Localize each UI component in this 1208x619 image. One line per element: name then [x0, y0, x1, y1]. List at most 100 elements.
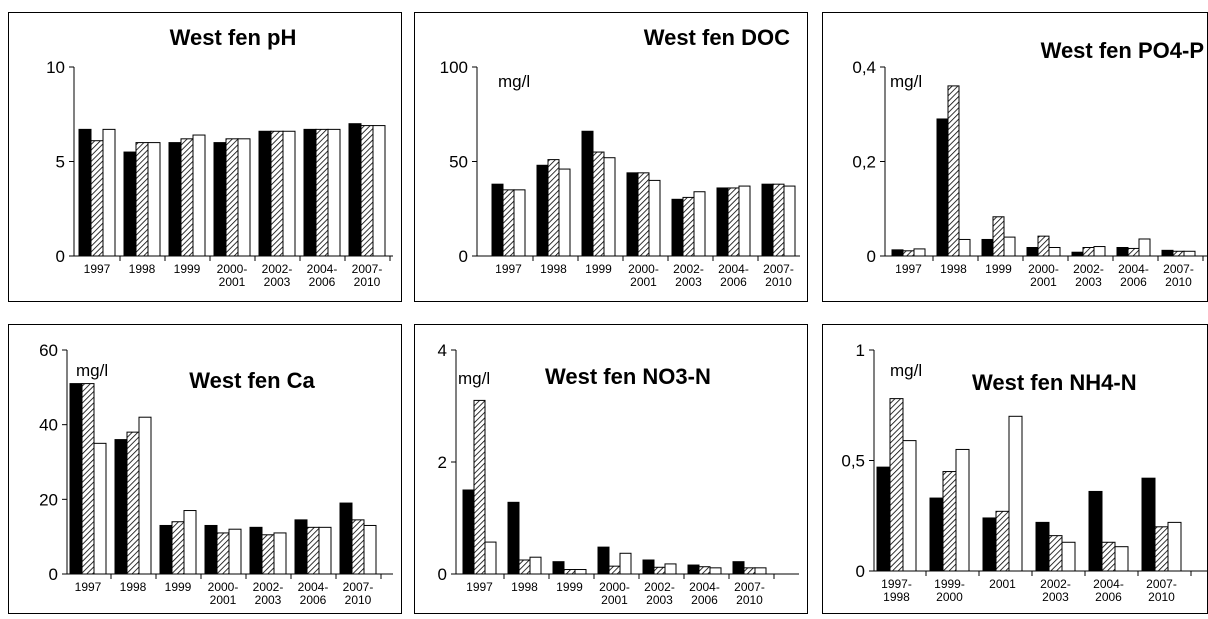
unit-label: mg/l [890, 361, 922, 380]
x-tick-label: 2006 [300, 593, 327, 607]
x-tick-label: 2010 [354, 275, 381, 289]
x-tick-label: 2010 [765, 275, 792, 289]
bar-1997-series-3 [513, 189, 526, 257]
x-tick-label: 1999 [556, 580, 583, 594]
bar-1999-2000-series-3 [955, 448, 970, 572]
x-tick-label: 2004- [298, 580, 329, 594]
bar-2002-2003-series-3 [664, 563, 677, 575]
bar-1998-series-2 [126, 431, 140, 575]
bar-1997-series-1 [491, 183, 504, 257]
chart-panel-3: 0 0,2 0,4 1997 1998 1999 2000- 2001 2002- 2003 200… [822, 12, 1208, 302]
bar-2000-2001-series-3 [648, 179, 661, 257]
bar-2000-2001-series-3 [228, 528, 242, 575]
bar-2004-2006-series-3 [1138, 238, 1151, 257]
bar-2007-2010-series-2 [772, 183, 785, 257]
bar-2004-2006-series-3 [327, 128, 341, 257]
bar-2007-2010-series-1 [339, 502, 353, 575]
bar-2000-2001-series-3 [1048, 246, 1061, 257]
y-tick-label-2: 1 [856, 341, 865, 360]
bar-2002-2003-series-2 [653, 566, 666, 575]
chart-title: West fen NO3-N [545, 364, 711, 389]
chart-frame [8, 12, 402, 302]
y-tick-label-0: 0 [867, 247, 876, 266]
bar-1998-series-2 [135, 142, 149, 257]
x-tick-label: 2000- [208, 580, 239, 594]
y-tick-label-1: 0,5 [841, 452, 865, 471]
x-tick-label: 2007- [763, 262, 794, 276]
bar-1999-series-1 [981, 238, 994, 257]
chart-svg-4: 0 20 40 60 1997 1998 1999 2000-2001 2002-2003 200… [8, 324, 402, 614]
x-tick-label: 2010 [345, 593, 372, 607]
bar-2007-2010-series-3 [363, 524, 377, 575]
x-tick-label: 1997- [881, 577, 912, 591]
bar-2002-2003-series-2 [1082, 246, 1095, 257]
bar-2001-series-3 [1008, 415, 1023, 572]
bar-1997-1998-series-1 [876, 466, 891, 572]
chart-title: West fen DOC [644, 25, 790, 50]
x-tick-label: 2004- [1093, 577, 1124, 591]
bar-2002-2003-series-1 [258, 130, 272, 257]
bar-2004-2006-series-3 [709, 567, 722, 575]
x-tick-label: 2000- [628, 262, 659, 276]
bar-2004-2006-series-2 [698, 566, 711, 575]
y-tick-label-2: 100 [440, 58, 468, 77]
bar-1997-series-1 [462, 489, 475, 575]
chart-frame [414, 324, 808, 614]
x-tick-label: 2004- [1118, 262, 1149, 276]
bar-1998-series-3 [529, 556, 542, 575]
bar-2002-2003-series-1 [1071, 251, 1084, 257]
x-tick-label: 1999 [165, 580, 192, 594]
x-tick-label: 1998 [883, 590, 910, 604]
bar-2000-2001-series-2 [225, 138, 239, 257]
x-tick-label: 1999- [934, 577, 965, 591]
bar-2002-2003-series-2 [1048, 535, 1063, 572]
bar-1997-series-3 [93, 442, 107, 575]
y-tick-label-1: 20 [39, 490, 58, 509]
bar-2000-2001-series-1 [204, 524, 218, 575]
bar-1997-series-3 [913, 248, 926, 257]
chart-panel-2: 0 50 100 1997 1998 1999 2000- 2001 2002- 2003 2004… [414, 12, 808, 302]
chart-svg-3: 0 0,2 0,4 1997 1998 1999 2000-2001 2002-2003 200… [822, 12, 1208, 302]
bar-2002-2003-series-3 [693, 191, 706, 257]
bar-2002-2003-series-2 [261, 534, 275, 575]
bar-1997-1998-series-2 [889, 398, 904, 572]
bar-2000-2001-series-2 [637, 172, 650, 257]
bar-1997-1998-series-3 [902, 440, 917, 572]
chart-title: West fen PO4-P [1041, 38, 1204, 63]
y-tick-label-0: 0 [49, 565, 58, 584]
bar-2007-2010-series-2 [743, 567, 756, 575]
y-tick-label-0: 0 [438, 565, 447, 584]
x-tick-label: 1999 [585, 262, 612, 276]
y-tick-label-2: 40 [39, 416, 58, 435]
bar-1997-series-2 [90, 140, 104, 257]
bar-2004-2006-series-2 [1101, 541, 1116, 572]
x-tick-label: 1999 [985, 262, 1012, 276]
y-tick-label-2: 10 [46, 58, 65, 77]
bar-1998-series-2 [547, 159, 560, 257]
chart-title: West fen Ca [189, 368, 315, 393]
y-tick-label-2: 0,4 [852, 58, 876, 77]
bar-2007-2010-series-3 [372, 125, 386, 257]
x-tick-label: 2001 [1030, 275, 1057, 289]
x-tick-label: 2003 [255, 593, 282, 607]
y-tick-label-0: 0 [856, 562, 865, 581]
bar-1999-series-2 [992, 216, 1005, 257]
x-tick-label: 2003 [675, 275, 702, 289]
bar-2007-2010-series-3 [754, 567, 767, 575]
x-tick-label: 1998 [120, 580, 147, 594]
bar-2004-2006-series-1 [1088, 490, 1103, 572]
bar-1997-series-1 [69, 383, 83, 575]
bar-1999-2000-series-1 [929, 497, 944, 572]
bar-1999-series-2 [563, 569, 576, 575]
y-tick-label-0: 0 [459, 247, 468, 266]
bar-2002-2003-series-3 [273, 532, 287, 575]
x-tick-label: 2000 [936, 590, 963, 604]
bar-1998-series-3 [958, 238, 971, 257]
x-tick-label: 1998 [511, 580, 538, 594]
bar-1999-2000-series-2 [942, 471, 957, 572]
unit-label: mg/l [458, 369, 490, 388]
x-tick-label: 2000- [1028, 262, 1059, 276]
x-tick-label: 2006 [720, 275, 747, 289]
chart-frame [8, 324, 402, 614]
